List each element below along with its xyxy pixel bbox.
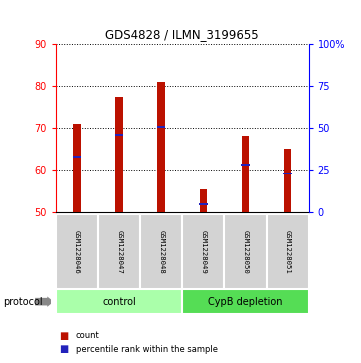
Text: protocol: protocol <box>4 297 43 307</box>
Bar <box>284 149 291 212</box>
Bar <box>199 203 208 205</box>
Text: GSM1228048: GSM1228048 <box>158 229 164 273</box>
Text: control: control <box>102 297 136 307</box>
Text: GSM1228051: GSM1228051 <box>284 229 291 273</box>
Bar <box>115 134 123 136</box>
Bar <box>140 214 182 289</box>
Bar <box>56 214 98 289</box>
Bar <box>266 214 309 289</box>
Bar <box>115 97 123 212</box>
Bar <box>200 189 207 212</box>
Bar <box>157 82 165 212</box>
Text: GSM1228049: GSM1228049 <box>200 229 206 273</box>
Title: GDS4828 / ILMN_3199655: GDS4828 / ILMN_3199655 <box>105 28 259 41</box>
Bar <box>241 164 250 166</box>
Bar <box>242 136 249 212</box>
Text: percentile rank within the sample: percentile rank within the sample <box>76 345 218 354</box>
Text: count: count <box>76 331 100 340</box>
FancyArrow shape <box>35 297 54 307</box>
Bar <box>182 214 225 289</box>
Bar <box>225 214 266 289</box>
Bar <box>98 214 140 289</box>
Text: GSM1228047: GSM1228047 <box>116 229 122 273</box>
Text: ■: ■ <box>60 331 69 341</box>
Text: GSM1228046: GSM1228046 <box>74 229 80 273</box>
Bar <box>283 172 292 175</box>
Text: GSM1228050: GSM1228050 <box>243 229 248 273</box>
Bar <box>73 124 81 212</box>
Text: CypB depletion: CypB depletion <box>208 297 283 307</box>
Bar <box>73 156 81 158</box>
Bar <box>157 126 165 128</box>
Text: ■: ■ <box>60 344 69 354</box>
Bar <box>182 289 309 314</box>
Bar <box>56 289 182 314</box>
